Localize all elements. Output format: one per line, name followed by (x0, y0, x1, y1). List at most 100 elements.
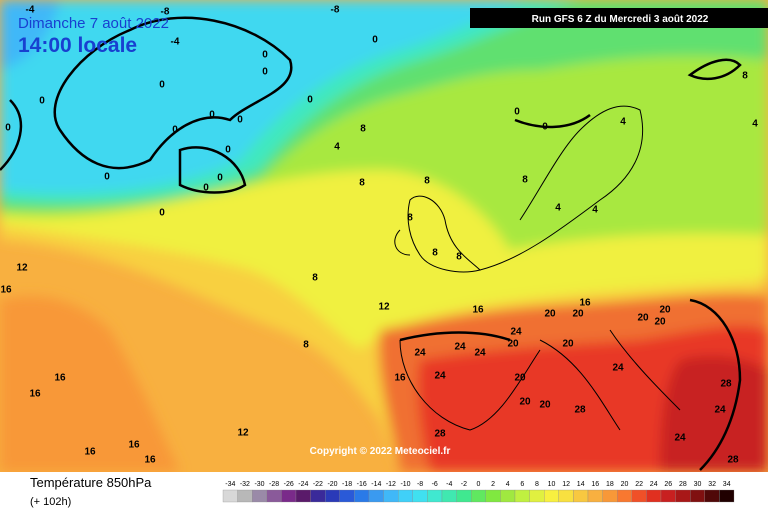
contour-label: 24 (454, 342, 466, 353)
legend-swatch (281, 489, 297, 503)
legend-label: -4 (446, 481, 452, 488)
contour-label: 4 (752, 119, 758, 130)
contour-label: 0 (5, 123, 11, 134)
legend-label: -28 (269, 481, 279, 488)
legend-swatch (675, 489, 691, 503)
legend-label: 8 (535, 481, 539, 488)
time: 14:00 locale (18, 34, 137, 57)
contour-label: 4 (555, 203, 561, 214)
legend-label: 18 (606, 481, 614, 488)
contour-label: 0 (203, 183, 209, 194)
legend-label: 30 (694, 481, 702, 488)
contour-label: 4 (592, 205, 598, 216)
legend-swatch (690, 489, 705, 503)
contour-label: 16 (0, 285, 12, 296)
legend-swatch (310, 489, 326, 503)
legend-label: -12 (386, 481, 396, 488)
legend-swatch (368, 489, 384, 503)
legend-swatch (646, 489, 662, 503)
contour-label: 28 (574, 405, 586, 416)
legend-label: -8 (417, 481, 423, 488)
legend-subtitle: (+ 102h) (30, 496, 71, 508)
legend-swatch (514, 489, 530, 503)
contour-label: 24 (434, 371, 446, 382)
legend-swatch (573, 489, 589, 503)
legend-label: 4 (506, 481, 510, 488)
contour-label: 24 (612, 363, 624, 374)
legend-swatch (427, 489, 443, 503)
contour-label: 12 (237, 428, 249, 439)
legend-label: 12 (562, 481, 570, 488)
contour-label: 16 (579, 298, 591, 309)
legend-swatch (704, 489, 720, 503)
legend-swatch (266, 489, 282, 503)
contour-label: 12 (16, 263, 28, 274)
contour-label: 20 (539, 400, 551, 411)
contour-label: 4 (334, 142, 340, 153)
legend-label: -16 (357, 481, 367, 488)
contour-label: -8 (331, 5, 340, 16)
legend-swatch (544, 489, 559, 503)
copyright: Copyright © 2022 Meteociel.fr (310, 446, 451, 457)
contour-label: 16 (394, 373, 406, 384)
legend-label: 2 (491, 481, 495, 488)
legend-swatch (295, 489, 311, 503)
contour-label: 0 (39, 96, 45, 107)
legend-swatch (602, 489, 618, 503)
legend-swatch (660, 489, 676, 503)
contour-label: 16 (472, 305, 484, 316)
contour-label: 16 (128, 440, 140, 451)
contour-label: 8 (424, 176, 430, 187)
legend-label: -10 (400, 481, 410, 488)
contour-label: -8 (161, 7, 170, 18)
contour-label: 24 (510, 327, 522, 338)
legend-label: 28 (679, 481, 687, 488)
contour-label: 8 (742, 71, 748, 82)
contour-label: 0 (172, 125, 178, 136)
legend-label: 10 (548, 481, 556, 488)
contour-label: 28 (720, 379, 732, 390)
contour-label: 0 (307, 95, 313, 106)
legend-label: -24 (298, 481, 308, 488)
contour-label: 8 (407, 213, 413, 224)
legend-label: 24 (650, 481, 658, 488)
contour-label: 8 (312, 273, 318, 284)
contour-label: 24 (474, 348, 486, 359)
legend-swatch (558, 489, 574, 503)
contour-label: 0 (542, 122, 548, 133)
date: Dimanche 7 août 2022 (18, 15, 169, 32)
legend-swatch (631, 489, 647, 503)
legend-swatch (354, 489, 370, 503)
legend-label: -14 (371, 481, 381, 488)
contour-label: 20 (659, 305, 671, 316)
contour-label: 12 (378, 302, 390, 313)
contour-label: 0 (262, 50, 268, 61)
legend-label: -34 (225, 481, 235, 488)
legend-label: 14 (577, 481, 585, 488)
legend-swatch (529, 489, 545, 503)
legend-swatch (617, 489, 632, 503)
contour-label: 28 (434, 429, 446, 440)
legend-label: 0 (477, 481, 481, 488)
legend-label: -18 (342, 481, 352, 488)
legend-label: -22 (313, 481, 323, 488)
legend-label: 16 (591, 481, 599, 488)
legend-label: -32 (240, 481, 250, 488)
legend-swatch (485, 489, 501, 503)
contour-label: 24 (414, 348, 426, 359)
contour-label: 24 (674, 433, 686, 444)
legend-swatch (237, 489, 253, 503)
contour-label: 16 (84, 447, 96, 458)
run-info: Run GFS 6 Z du Mercredi 3 août 2022 (532, 14, 709, 25)
contour-label: 0 (237, 115, 243, 126)
legend-swatch (252, 489, 267, 503)
legend-swatch (719, 489, 735, 503)
contour-label: 20 (654, 317, 666, 328)
legend-label: 26 (664, 481, 672, 488)
legend-swatch (441, 489, 457, 503)
legend-swatch (339, 489, 355, 503)
contour-label: 0 (262, 67, 268, 78)
contour-label: 24 (714, 405, 726, 416)
